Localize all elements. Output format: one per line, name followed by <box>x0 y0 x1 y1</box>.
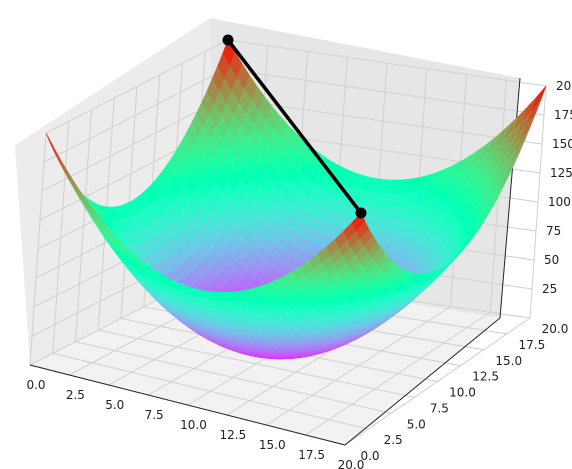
y-tick-label: 17.5 <box>519 338 546 352</box>
z-tick-label: 50 <box>544 253 559 267</box>
x-tick-label: 20.0 <box>338 458 365 469</box>
z-tick-label: 175 <box>554 108 572 122</box>
surface-cell <box>531 85 547 111</box>
grid-line-y <box>143 74 461 367</box>
z-tick-label: 25 <box>542 282 557 296</box>
line-segment <box>226 38 363 215</box>
data-line <box>222 34 367 219</box>
grid-line-y <box>120 86 438 382</box>
x-axis-line <box>29 364 346 446</box>
z-tick-label: 75 <box>546 224 561 238</box>
y-tick-label: 2.5 <box>384 433 403 447</box>
x-tick-label: 15.0 <box>259 438 286 452</box>
z-tick-label: 200 <box>556 79 572 93</box>
y-tick-labels: 0.0 2.5 5.0 7.510.0 12.5 15.0 17.5 20.0 <box>360 322 568 463</box>
grid-line-y <box>52 121 369 430</box>
x-tick-label: 2.5 <box>66 388 85 402</box>
z-tick-label: 100 <box>548 195 571 209</box>
x-tick-label: 0.0 <box>26 378 45 392</box>
y-tick-label: 7.5 <box>430 401 449 415</box>
line-marker-2 <box>355 207 367 219</box>
grid-line-y <box>74 109 392 414</box>
z-tick-labels: 25 50 75 100 125 150 175 200 <box>542 79 572 296</box>
y-tick-label: 20.0 <box>542 322 569 336</box>
x-tick-label: 17.5 <box>298 448 325 462</box>
y-tick-label: 5.0 <box>407 417 426 431</box>
grid-line-y <box>97 98 415 398</box>
z-tick-label: 125 <box>550 166 572 180</box>
x-tick-label: 7.5 <box>145 408 164 422</box>
y-tick-label: 0.0 <box>360 449 379 463</box>
x-tick-label: 5.0 <box>105 398 124 412</box>
y-axis-line <box>344 317 501 446</box>
x-tick-label: 12.5 <box>220 428 247 442</box>
x-tick-label: 10.0 <box>180 418 207 432</box>
z-tick-label: 150 <box>552 137 572 151</box>
y-tick-label: 10.0 <box>449 386 476 400</box>
line-marker-1 <box>222 34 234 46</box>
surface-mesh <box>45 39 547 360</box>
y-tick-label: 12.5 <box>472 370 499 384</box>
x-tick-labels: 0.0 2.5 5.0 7.5 10.0 12.5 15.0 17.5 20.0 <box>26 378 364 469</box>
y-tick-label: 15.0 <box>495 354 522 368</box>
